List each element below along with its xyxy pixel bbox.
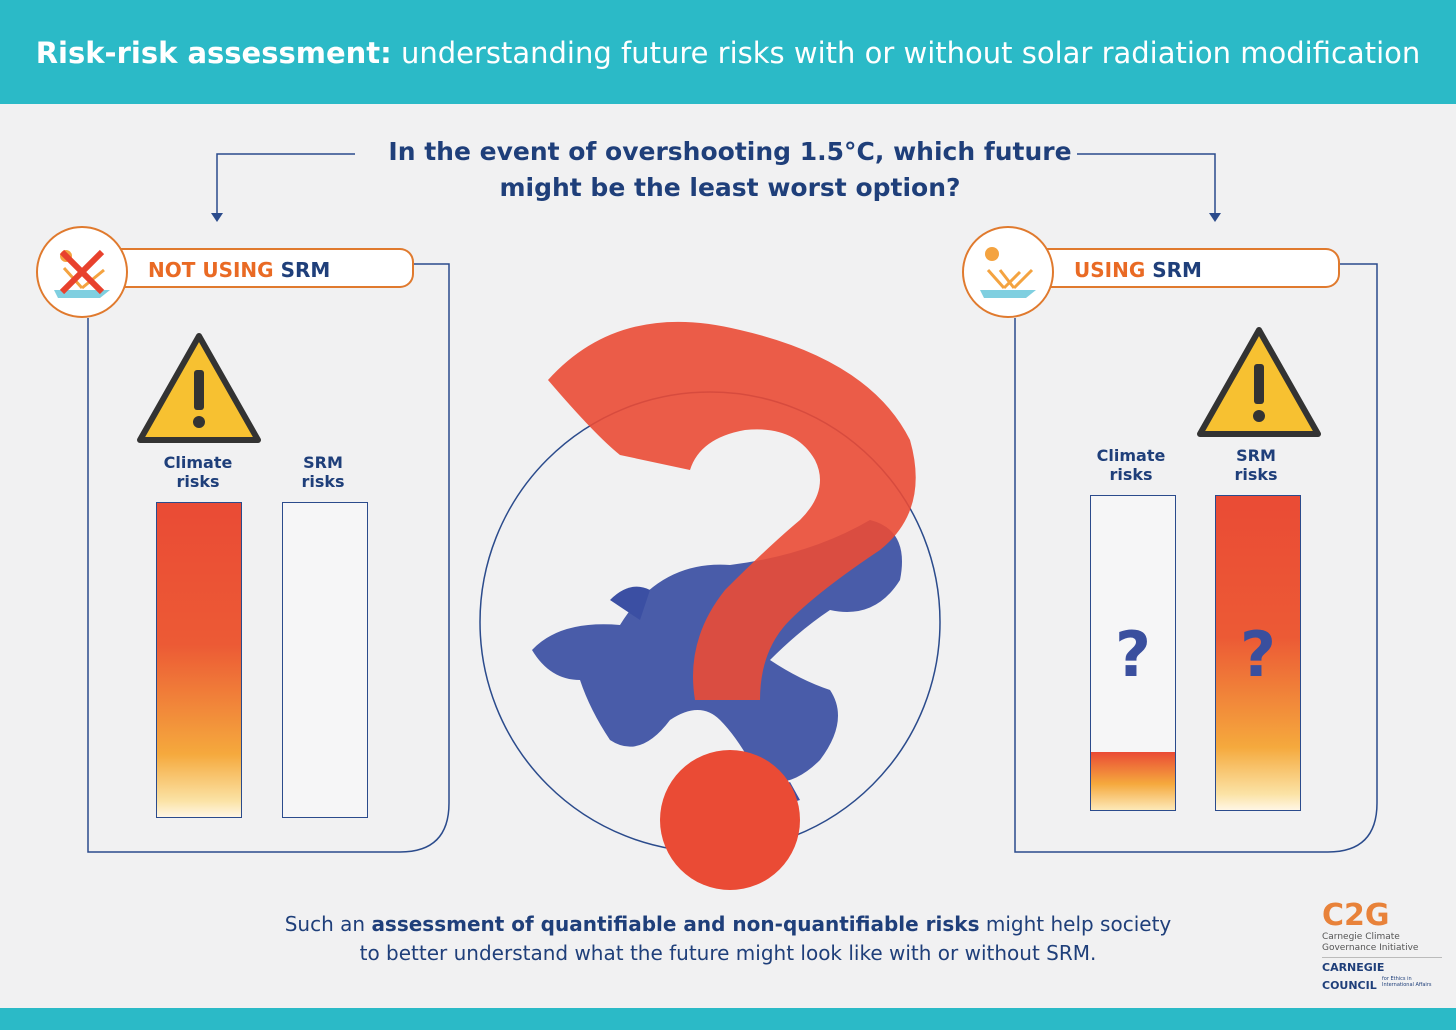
page-title: Risk-risk assessment: understanding futu… — [35, 36, 1421, 70]
right-climate-risks-label: Climate risks — [1096, 446, 1166, 484]
logo-divider — [1322, 957, 1442, 958]
header-bar — [0, 0, 1456, 104]
conclusion-text: Such an assessment of quantifiable and n… — [284, 912, 1172, 965]
question-mark-icon: ? — [1240, 618, 1276, 691]
carnegie-council-logo: CARNEGIE COUNCIL for Ethics in Internatio… — [1322, 961, 1432, 992]
c2g-logo: C2G Carnegie Climate Governance Initiati… — [1322, 898, 1419, 954]
right-srm-risks-bar: ? — [1215, 495, 1301, 811]
tab-not-using-srm: NOT USING SRM — [118, 248, 414, 288]
right-climate-risks-fill — [1091, 752, 1175, 810]
warning-icon — [137, 333, 261, 443]
left-srm-risks-bar — [282, 502, 368, 818]
question-mark-icon: ? — [1115, 618, 1151, 691]
left-srm-risks-label: SRM risks — [301, 453, 345, 491]
sun-reflection-icon — [962, 226, 1054, 318]
right-srm-risks-label: SRM risks — [1234, 446, 1278, 484]
warning-icon — [1197, 327, 1321, 437]
sun-reflection-crossed-icon — [36, 226, 128, 318]
central-question: In the event of overshooting 1.5°C, whic… — [388, 137, 1072, 202]
tab-using-srm: USING SRM — [1044, 248, 1340, 288]
footer-bar — [0, 1008, 1456, 1030]
left-climate-risks-label: Climate risks — [163, 453, 233, 491]
globe-question-illustration — [479, 321, 941, 890]
right-climate-risks-bar: ? — [1090, 495, 1176, 811]
left-climate-risks-bar — [156, 502, 242, 818]
